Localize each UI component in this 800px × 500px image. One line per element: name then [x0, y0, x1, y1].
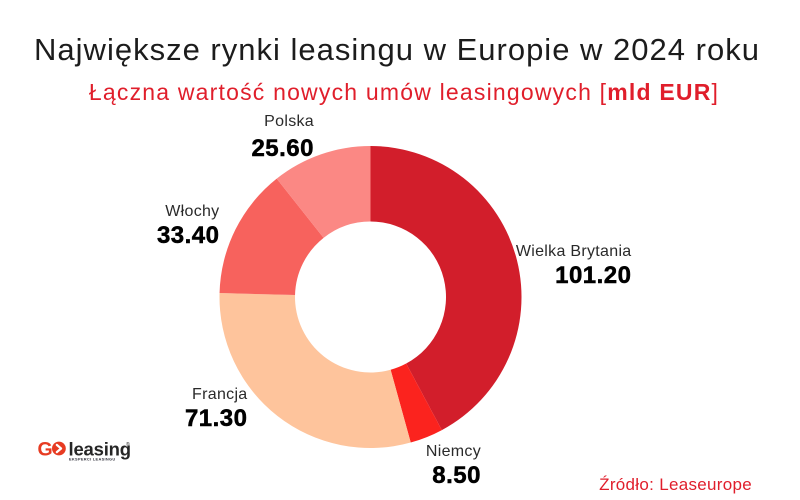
svg-text:EKSPERCI LEASINGU: EKSPERCI LEASINGU: [69, 457, 116, 462]
svg-text:G: G: [38, 438, 53, 460]
svg-text:leasing: leasing: [69, 438, 131, 459]
svg-text:®: ®: [126, 441, 130, 448]
